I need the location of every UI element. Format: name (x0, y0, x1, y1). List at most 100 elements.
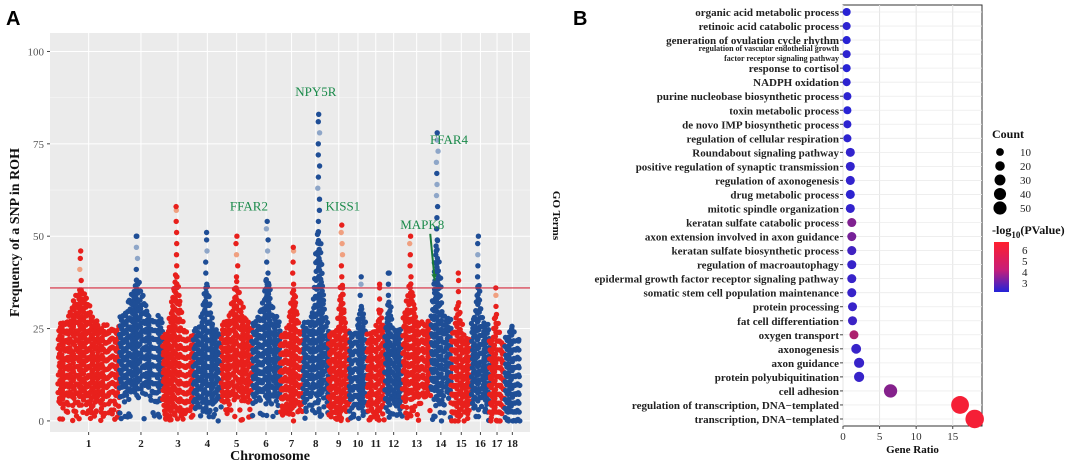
go-term-dot (842, 7, 851, 17)
size-legend-label: 40 (1020, 189, 1032, 201)
go-term-dot (842, 50, 851, 59)
snp-point (493, 360, 499, 366)
snp-point (315, 252, 321, 258)
snp-point (77, 255, 84, 262)
size-legend-dot (994, 174, 1006, 186)
snp-point (290, 303, 297, 310)
snp-point (264, 259, 270, 265)
snp-point (316, 130, 323, 136)
snp-point (360, 311, 367, 317)
snp-point (433, 248, 439, 254)
snp-peak-point (434, 130, 440, 136)
snp-point (357, 292, 363, 298)
size-legend-dot (995, 161, 1005, 171)
snp-point (410, 372, 416, 379)
snp-point (475, 240, 481, 247)
snp-point (143, 302, 149, 309)
snp-point (111, 407, 117, 413)
size-legend-label: 30 (1020, 175, 1032, 187)
snp-point (415, 417, 422, 423)
annotation-arrowhead (431, 273, 437, 281)
snp-point (87, 415, 94, 422)
snp-peak-point (290, 244, 296, 250)
snp-point (338, 229, 344, 236)
snp-point (358, 281, 364, 287)
snp-point (303, 408, 309, 415)
go-term-dot (854, 371, 865, 382)
color-legend-title-subscript: 10 (1011, 230, 1021, 240)
snp-point (114, 363, 120, 369)
snp-point (209, 315, 215, 321)
snp-peak-point (78, 248, 84, 254)
snp-point (427, 407, 433, 414)
color-legend-tick-label: 5 (1022, 256, 1028, 268)
snp-point (373, 331, 379, 337)
snp-point (515, 338, 522, 344)
snp-point (493, 324, 499, 331)
snp-point (491, 342, 498, 348)
go-term-dot (847, 246, 857, 256)
snp-point (347, 392, 353, 398)
go-term-dot (843, 106, 852, 115)
snp-point (388, 316, 395, 322)
snp-point (315, 152, 321, 158)
snp-point (299, 408, 305, 415)
snp-point (516, 356, 522, 362)
snp-point (253, 372, 259, 378)
snp-point (133, 244, 140, 250)
snp-point (437, 409, 443, 416)
snp-point (204, 281, 210, 287)
gene-annotation-label: FFAR2 (230, 198, 268, 213)
snp-point (206, 413, 212, 420)
snp-point (387, 303, 393, 310)
snp-point (495, 320, 501, 327)
snp-point (98, 417, 104, 424)
snp-point (133, 266, 139, 273)
snp-point (154, 375, 161, 381)
y-tick-label: 25 (33, 324, 45, 336)
go-term-label: regulation of macroautophagy (697, 260, 839, 272)
snp-point (315, 397, 322, 403)
snp-point (434, 259, 440, 265)
snp-point (233, 240, 239, 247)
snp-point (315, 229, 321, 236)
snp-point (516, 365, 522, 371)
snp-point (433, 292, 439, 298)
snp-point (481, 362, 488, 368)
snp-point (340, 300, 346, 307)
snp-point (320, 292, 327, 298)
snp-point (80, 309, 87, 315)
x-tick-label: 7 (289, 438, 295, 450)
snp-point (237, 380, 244, 386)
go-term-dot (851, 343, 862, 354)
snp-point (492, 386, 499, 393)
snp-point (422, 322, 429, 329)
go-term-label: protein polyubiquitination (715, 372, 839, 384)
go-term-dot (847, 302, 858, 312)
snp-point (207, 301, 213, 307)
snp-point (474, 274, 481, 280)
size-legend-label: 10 (1020, 147, 1032, 159)
snp-point (294, 311, 300, 317)
snp-point (455, 418, 461, 424)
go-term-label: regulation of vascular endothelial growt… (699, 44, 840, 53)
gene-annotation-label: MAPK8 (400, 217, 444, 232)
go-term-label: axon guidance (771, 358, 839, 370)
snp-point (492, 333, 499, 340)
snp-point (418, 400, 424, 407)
snp-point (368, 379, 374, 385)
x-tick-label: 15 (947, 431, 959, 443)
snp-point (272, 354, 278, 360)
snp-point (290, 270, 296, 276)
snp-point (226, 401, 232, 407)
color-legend-title-suffix: (PValue) (1020, 223, 1064, 237)
snp-point (263, 226, 270, 232)
snp-point (89, 314, 96, 320)
snp-point (249, 412, 256, 419)
x-tick-label: 4 (205, 438, 211, 450)
snp-point (114, 328, 120, 334)
snp-point (232, 413, 238, 420)
go-term-label: organic acid metabolic process (695, 7, 839, 19)
go-term-dot (845, 203, 855, 214)
snp-point (492, 404, 498, 410)
